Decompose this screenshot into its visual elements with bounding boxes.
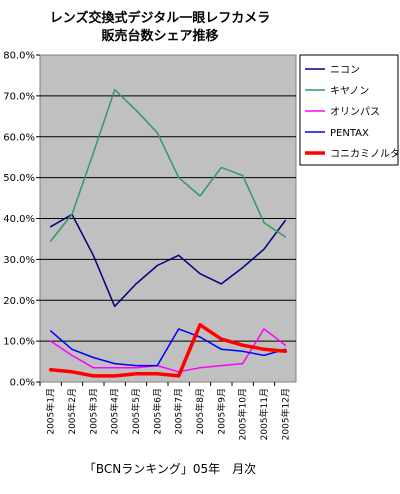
x-tick-label: 2005年9月 <box>215 388 227 435</box>
y-axis-ticks: 0.0% 10.0% 20.0% 30.0% 40.0% 50.0% 60.0% 70.0% 8… <box>3 51 40 389</box>
legend-label-3: PENTAX <box>330 128 369 139</box>
y-tick-label: 60.0% <box>3 132 35 143</box>
legend-label-0: ニコン <box>330 65 360 76</box>
x-tick-label: 2005年8月 <box>194 388 206 435</box>
series-line-2 <box>49 328 287 373</box>
series-line-4 <box>48 323 288 378</box>
x-tick-label: 2005年6月 <box>151 388 163 435</box>
x-tick-label: 2005年2月 <box>66 388 78 435</box>
x-tick-label: 2005年4月 <box>109 388 121 435</box>
chart-title-line-1: レンズ交換式デジタル一眼レフカメラ <box>50 10 270 26</box>
y-tick-label: 0.0% <box>10 378 35 389</box>
x-tick-label: 2005年1月 <box>45 388 57 435</box>
gridlines <box>40 95 296 342</box>
y-tick-label: 50.0% <box>3 173 35 184</box>
legend-label-4: コニカミノルタ <box>330 148 400 160</box>
series-line-3 <box>49 328 287 367</box>
chart-title-line-2: 販売台数シェア推移 <box>101 28 218 44</box>
legend-label-2: オリンパス <box>330 106 380 118</box>
x-tick-label: 2005年11月 <box>258 388 270 440</box>
x-axis-label: 「BCNランキング」05年 月次 <box>84 462 256 476</box>
y-tick-label: 20.0% <box>3 296 35 307</box>
series-lines <box>48 88 288 378</box>
x-tick-label: 2005年12月 <box>279 388 291 440</box>
y-tick-label: 40.0% <box>3 214 35 225</box>
x-tick-label: 2005年3月 <box>87 388 99 435</box>
x-tick-label: 2005年7月 <box>173 388 185 435</box>
y-tick-label: 70.0% <box>3 91 35 102</box>
y-tick-label: 80.0% <box>3 51 35 62</box>
x-tick-label: 2005年5月 <box>130 388 142 435</box>
series-line-0 <box>49 213 287 308</box>
series-line-1 <box>49 88 287 242</box>
legend <box>299 54 399 166</box>
y-tick-label: 30.0% <box>3 255 35 266</box>
x-axis-ticks: 2005年1月 2005年2月 2005年3月 2005年4月 2005年5月 2005年… <box>39 382 291 440</box>
legend-label-1: キヤノン <box>330 86 369 97</box>
x-tick-label: 2005年10月 <box>237 388 249 440</box>
y-tick-label: 10.0% <box>3 337 35 348</box>
